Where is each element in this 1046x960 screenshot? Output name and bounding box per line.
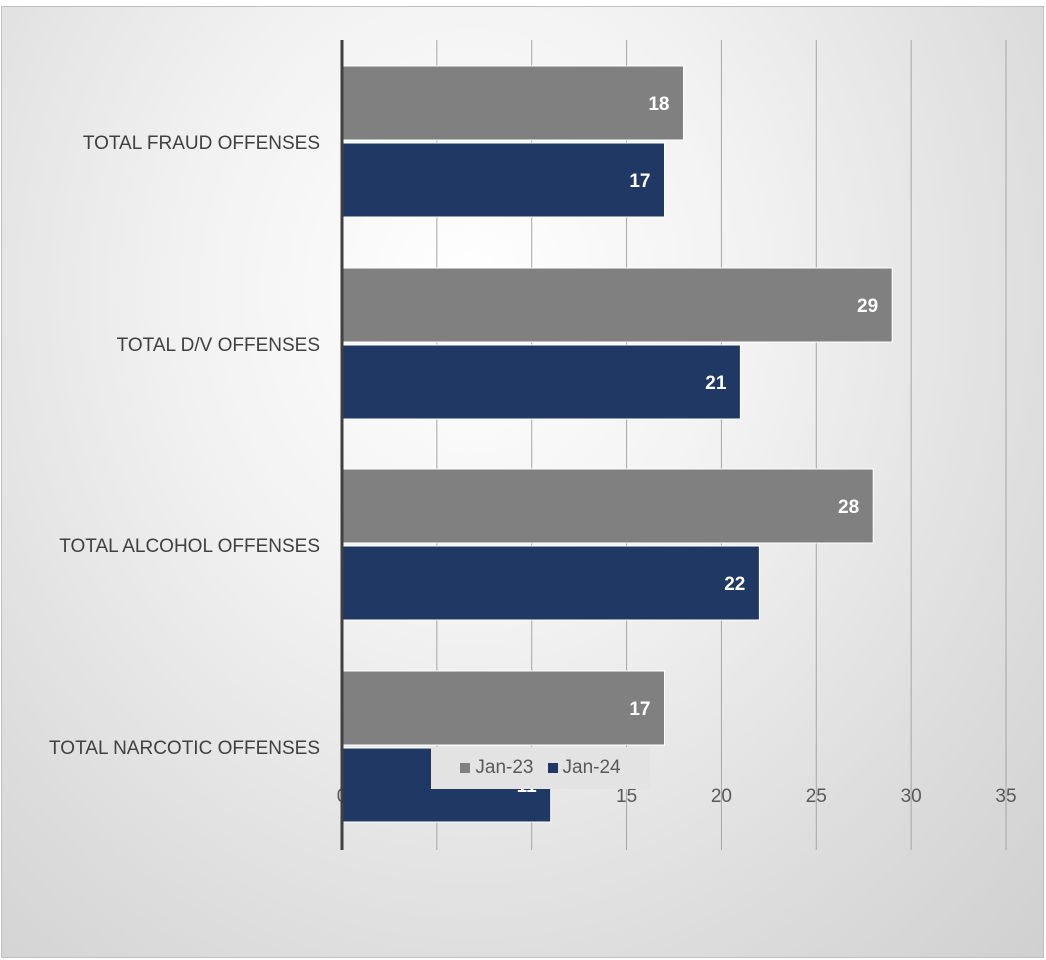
legend-swatch-jan-24	[547, 763, 558, 773]
x-tick-label-20: 20	[711, 786, 732, 807]
bar-jan-23	[341, 468, 874, 544]
category-label: TOTAL D/V OFFENSES	[117, 335, 320, 356]
category-label: TOTAL ALCOHOL OFFENSES	[59, 536, 320, 557]
data-label-jan-24: 17	[629, 171, 650, 192]
bar-jan-23	[341, 267, 893, 343]
category-label: TOTAL NARCOTIC OFFENSES	[49, 738, 320, 759]
data-label-jan-24: 21	[705, 373, 727, 394]
data-label-jan-23: 18	[648, 94, 669, 115]
data-label-jan-24: 22	[724, 574, 745, 595]
bar-jan-24	[341, 142, 666, 218]
x-tick-label-15: 15	[616, 786, 637, 807]
legend-item-jan-23: Jan-23	[460, 757, 534, 779]
bar-jan-23	[341, 65, 684, 141]
legend: Jan-23 Jan-24	[431, 747, 650, 789]
data-label-jan-23: 17	[629, 699, 650, 720]
bar-jan-23	[341, 670, 666, 746]
bar-jan-24	[341, 545, 760, 621]
legend-label-jan-24: Jan-24	[562, 757, 621, 778]
legend-item-jan-24: Jan-24	[547, 757, 621, 779]
bar-jan-24	[341, 344, 741, 420]
legend-label-jan-23: Jan-23	[475, 757, 534, 778]
x-tick-label-25: 25	[806, 786, 827, 807]
bar-chart: 05101520253035TOTAL FRAUD OFFENSES1817TO…	[49, 40, 1017, 850]
x-tick-label-35: 35	[995, 786, 1016, 807]
chart-area: 05101520253035TOTAL FRAUD OFFENSES1817TO…	[1, 6, 1044, 958]
legend-swatch-jan-23	[460, 763, 471, 773]
x-tick-label-30: 30	[901, 786, 922, 807]
category-label: TOTAL FRAUD OFFENSES	[83, 133, 320, 154]
data-label-jan-23: 28	[838, 497, 859, 518]
data-label-jan-23: 29	[857, 296, 878, 317]
